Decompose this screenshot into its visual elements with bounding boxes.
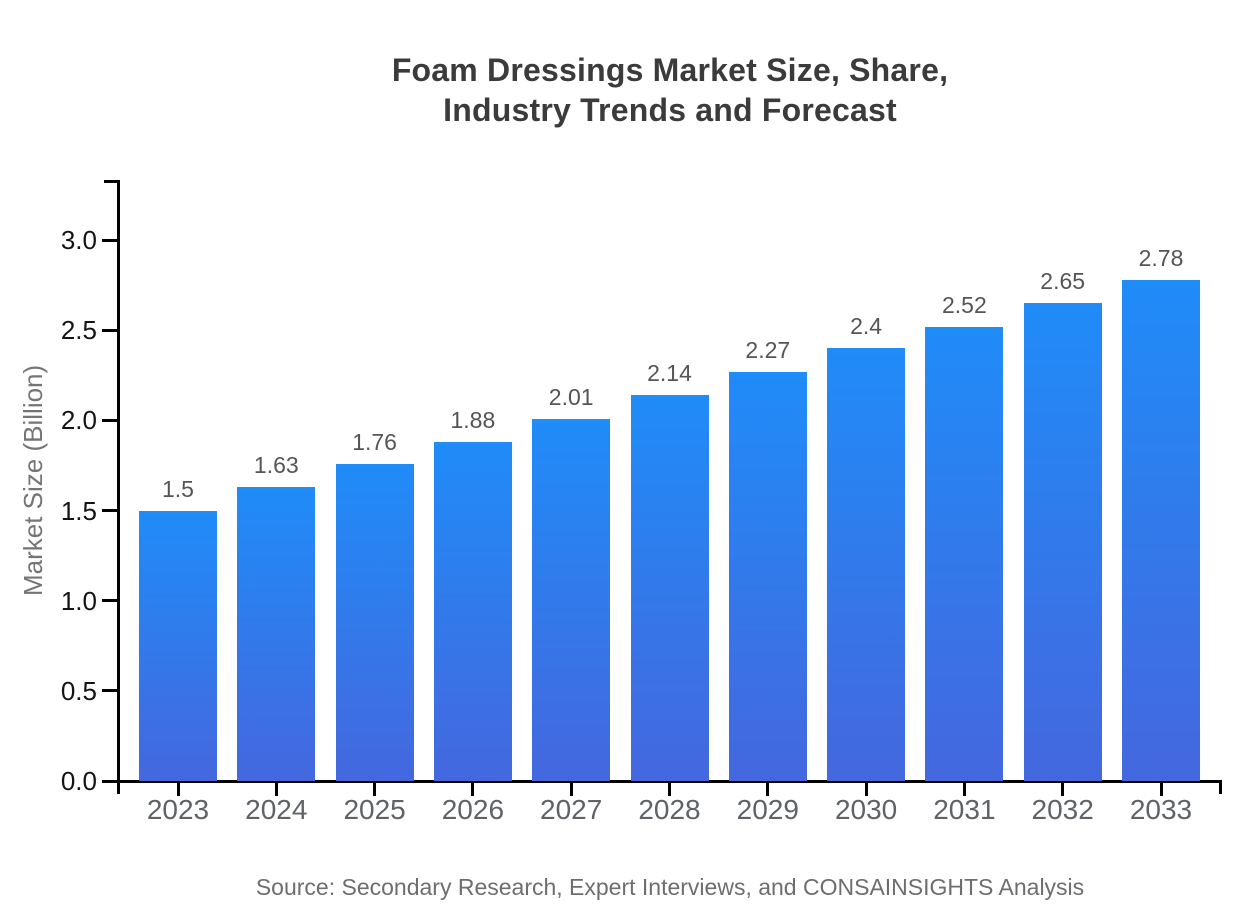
y-axis-tick — [102, 779, 117, 783]
x-axis-tick-label: 2030 — [834, 794, 898, 825]
bar-2029 — [728, 371, 807, 781]
bar-2028 — [630, 395, 709, 781]
y-axis-tick-label: 0.5 — [60, 675, 97, 706]
bar-value-label: 2.01 — [548, 383, 594, 410]
bar-value-label: 1.88 — [450, 406, 496, 433]
bar-value-label: 1.63 — [253, 452, 299, 479]
y-axis-tick-label: 1.5 — [60, 495, 97, 526]
y-axis-tick-label: 0.0 — [60, 766, 97, 796]
x-axis-tick-label: 2031 — [933, 794, 996, 825]
x-axis-tick-label: 2029 — [736, 794, 799, 825]
x-axis-tick — [274, 783, 278, 796]
bar-value-label: 1.76 — [352, 428, 397, 455]
y-axis-tick-label: 3.0 — [60, 225, 97, 255]
x-axis-tick — [668, 783, 671, 796]
bar-value-label: 2.27 — [745, 336, 791, 363]
bar-2025 — [335, 463, 414, 781]
bar-2032 — [1023, 303, 1102, 781]
chart-title-line1: Foam Dressings Market Size, Share, — [391, 52, 949, 88]
y-axis-tick — [102, 328, 117, 332]
y-axis-top-cap — [104, 180, 120, 183]
bar-value-label: 2.4 — [850, 313, 883, 340]
x-axis-tick-label: 2028 — [638, 794, 701, 825]
y-axis-tick-label: 1.0 — [60, 585, 97, 616]
bar-2027 — [532, 418, 611, 781]
x-axis-tick — [766, 783, 770, 796]
x-axis-tick-label: 2032 — [1031, 794, 1094, 825]
y-axis-tick — [102, 599, 117, 603]
bar-2026 — [433, 441, 512, 781]
bar-value-label: 2.14 — [647, 360, 692, 387]
x-axis-tick — [471, 783, 475, 796]
bar-2031 — [925, 326, 1004, 781]
x-axis-tick-label: 2033 — [1129, 794, 1193, 825]
y-axis-tick — [102, 689, 117, 693]
bar-2030 — [827, 348, 906, 781]
x-axis-tick — [864, 783, 868, 796]
bar-value-label: 2.65 — [1040, 268, 1086, 295]
x-axis-tick-label: 2023 — [146, 794, 210, 825]
x-axis-tick — [962, 783, 966, 796]
x-axis-line — [104, 780, 1222, 783]
x-axis-tick-label: 2024 — [245, 794, 308, 825]
x-axis-tick-label: 2027 — [540, 794, 603, 825]
y-axis-tick — [102, 509, 117, 512]
y-axis-tick — [102, 238, 117, 242]
bar-2033 — [1122, 279, 1200, 781]
chart-title: Foam Dressings Market Size, Share, Indus… — [90, 50, 1250, 130]
bar-value-label: 1.5 — [162, 475, 194, 502]
x-axis-tick — [1061, 783, 1065, 796]
x-axis-end-tick — [1219, 780, 1222, 794]
x-axis-tick — [373, 783, 377, 796]
bar-2023 — [139, 510, 217, 781]
y-axis-tick-label: 2.0 — [60, 405, 97, 436]
bar-2024 — [237, 487, 316, 781]
y-axis-tick-label: 2.5 — [60, 315, 97, 346]
x-axis-tick — [176, 783, 180, 796]
y-axis-tick — [102, 418, 117, 422]
bar-value-label: 2.78 — [1138, 244, 1184, 271]
y-axis-line — [117, 180, 120, 794]
chart-title-line2: Industry Trends and Forecast — [443, 92, 897, 128]
x-axis-tick-label: 2026 — [441, 794, 505, 825]
x-axis-tick — [569, 783, 573, 796]
x-axis-tick-label: 2025 — [343, 794, 406, 825]
x-axis-tick — [1159, 783, 1163, 796]
bar-value-label: 2.52 — [942, 291, 987, 318]
source-note: Source: Secondary Research, Expert Inter… — [255, 874, 1085, 900]
